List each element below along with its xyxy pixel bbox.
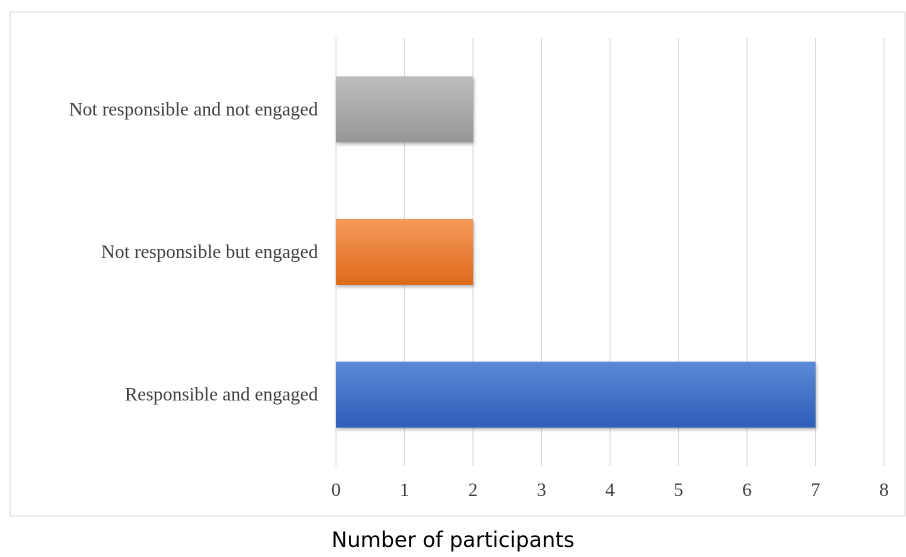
x-tick-label: 7 — [811, 480, 821, 501]
bar-not-responsible-but-engaged — [336, 219, 473, 285]
category-label: Not responsible and not engaged — [69, 99, 319, 120]
category-labels: Responsible and engaged Not responsible b… — [69, 99, 319, 405]
bar-chart: Responsible and engaged Not responsible b… — [9, 11, 906, 517]
x-tick-label: 4 — [605, 480, 615, 501]
x-tick-label: 0 — [331, 480, 341, 501]
x-tick-labels: 0 1 2 3 4 5 6 7 8 — [331, 480, 889, 501]
bars — [336, 76, 816, 428]
category-label: Responsible and engaged — [125, 385, 319, 406]
x-tick-label: 3 — [537, 480, 547, 501]
bar-not-responsible-and-not-engaged — [336, 76, 473, 143]
x-tick-label: 1 — [400, 480, 410, 501]
category-label: Not responsible but engaged — [101, 242, 318, 263]
x-tick-label: 8 — [879, 480, 889, 501]
x-tick-label: 6 — [742, 480, 752, 501]
x-tick-label: 2 — [468, 480, 478, 501]
x-axis-title: Number of participants — [331, 528, 575, 552]
bar-responsible-and-engaged — [336, 361, 816, 428]
x-tick-label: 5 — [674, 480, 684, 501]
